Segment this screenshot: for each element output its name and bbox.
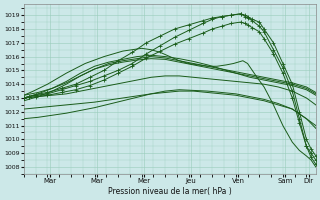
X-axis label: Pression niveau de la mer( hPa ): Pression niveau de la mer( hPa ) (108, 187, 232, 196)
